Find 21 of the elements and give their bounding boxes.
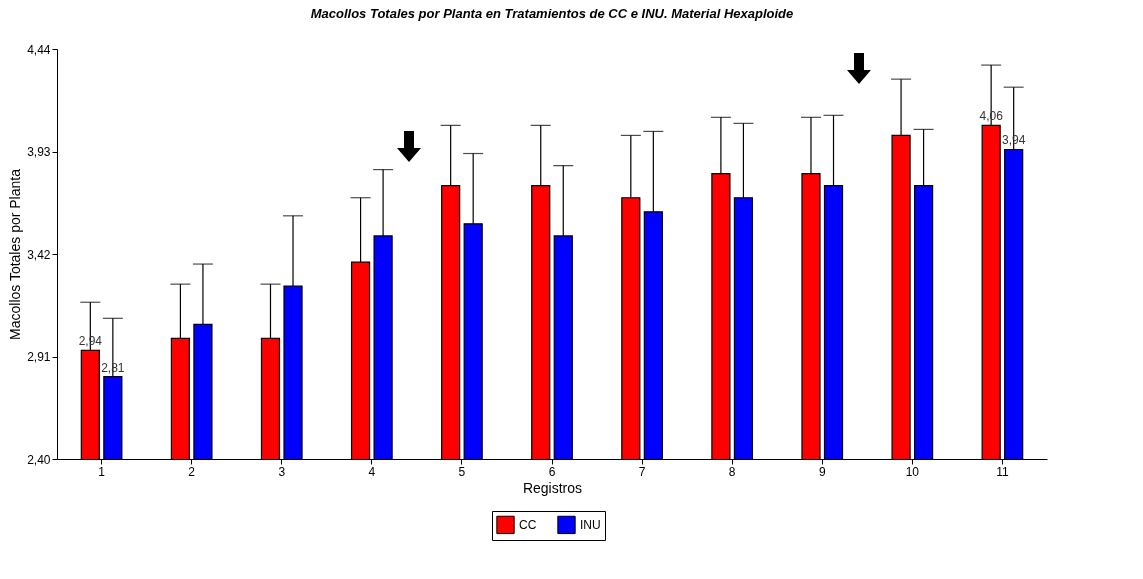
x-tick-label: 3 — [278, 464, 286, 479]
x-tick-label: 9 — [818, 464, 826, 479]
y-tick-label: 2,91 — [27, 350, 51, 364]
legend-label: INU — [580, 517, 601, 532]
x-tick-label: 1 — [98, 464, 106, 479]
y-tick-label: 3,93 — [27, 145, 51, 159]
x-tick-label: 8 — [728, 464, 736, 479]
x-tick-label: 10 — [905, 464, 920, 479]
x-tick-label: 11 — [996, 464, 1009, 479]
y-axis-title: Macollos Totales por Planta — [7, 168, 24, 340]
chart-title: Macollos Totales por Planta en Tratamientos de CC e INU. Material Hexaploide — [310, 6, 794, 21]
y-tick-label: 2,40 — [27, 452, 51, 467]
x-tick-label: 7 — [638, 464, 646, 479]
x-tick-label: 5 — [458, 464, 466, 479]
x-tick-label: 6 — [548, 464, 556, 479]
x-tick-label: 2 — [188, 464, 196, 479]
x-axis-title: Registros — [522, 479, 583, 496]
y-tick-label: 3,42 — [27, 247, 51, 262]
x-tick-label: 4 — [368, 464, 376, 479]
y-tick-label: 4,44 — [27, 42, 51, 57]
legend-label: CC — [519, 517, 537, 532]
